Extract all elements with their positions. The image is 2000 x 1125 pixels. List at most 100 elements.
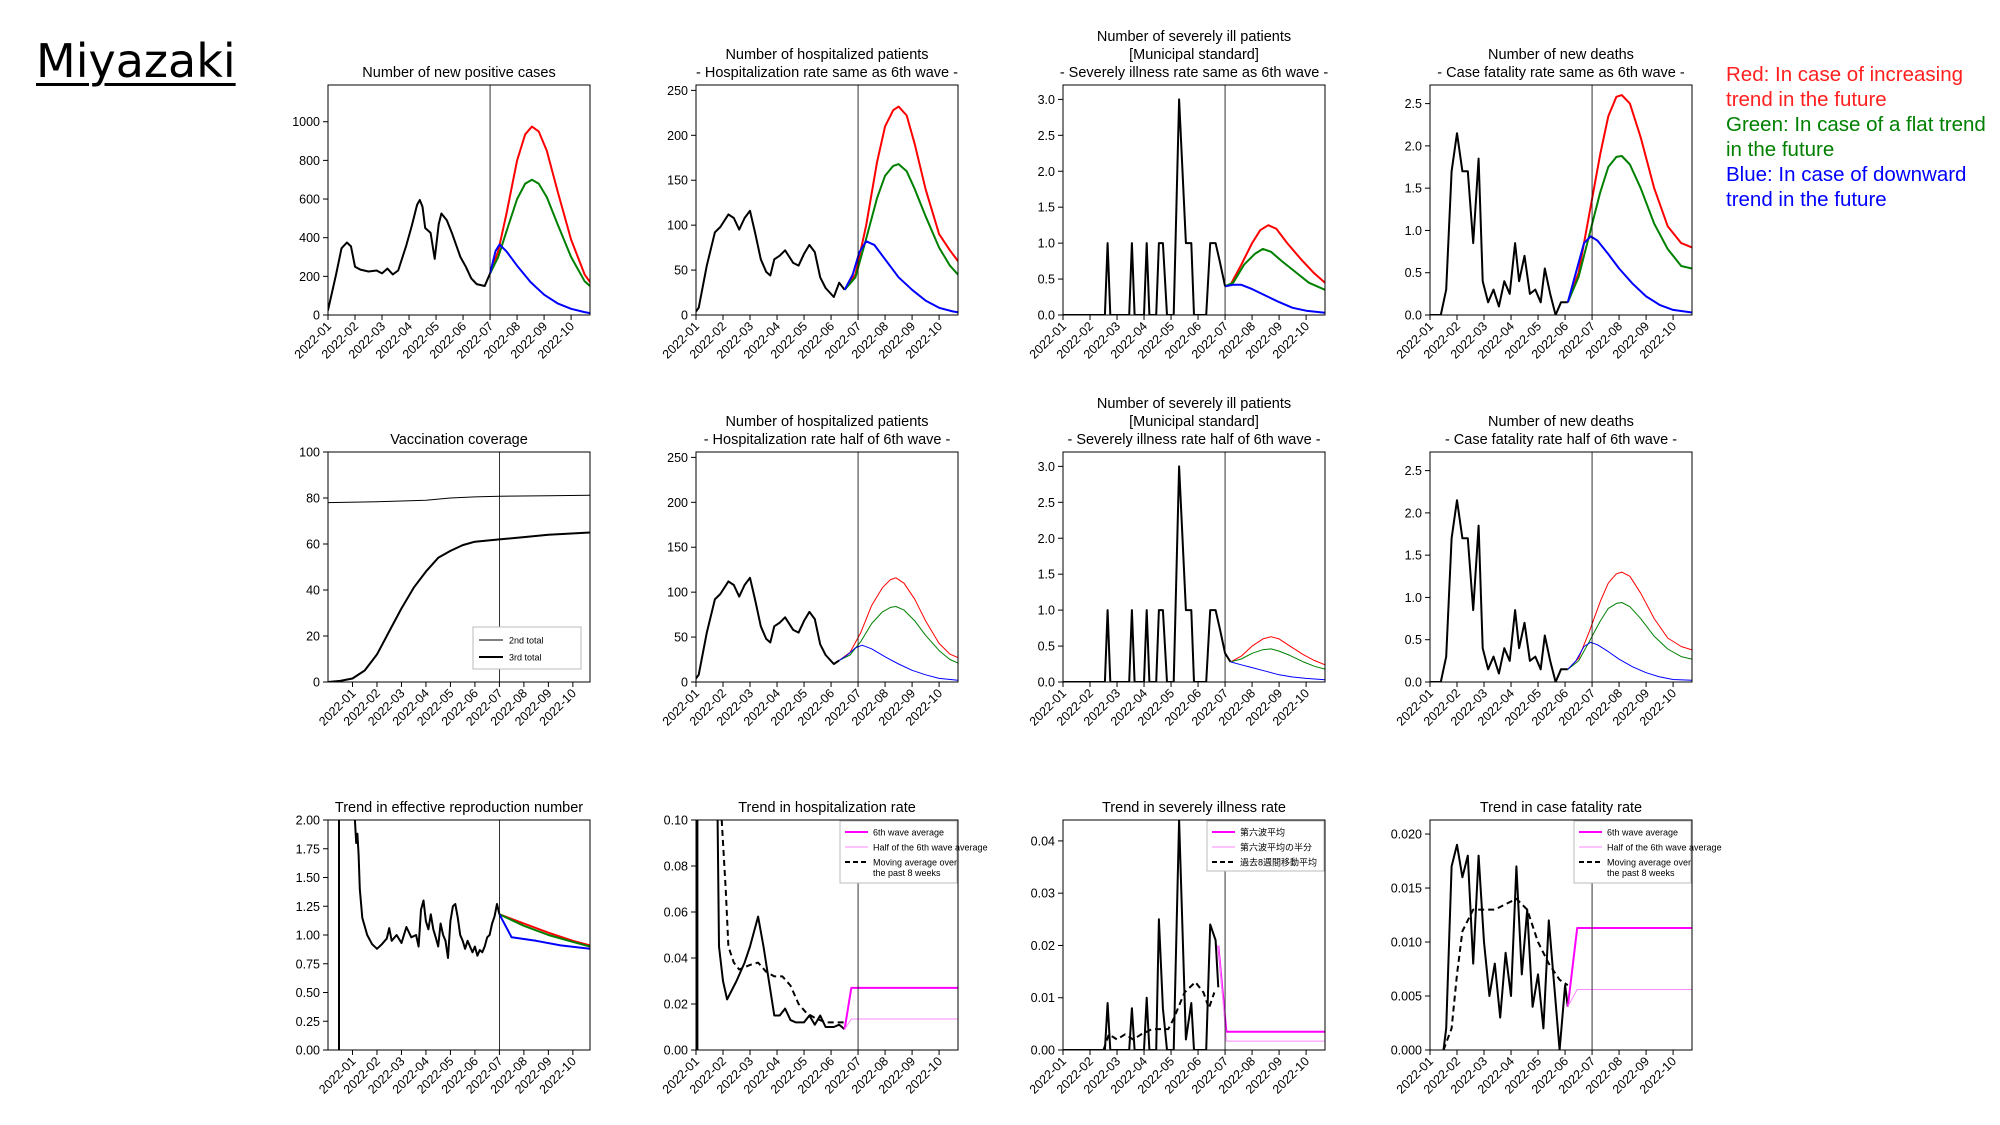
series-line-magenta	[1217, 945, 1325, 1033]
note-increasing: Red: In case of increasing trend in the …	[1726, 63, 1964, 111]
legend-label: Moving average over	[873, 858, 957, 868]
y-tick-label: 0.0	[1405, 309, 1422, 323]
y-tick-label: 1.0	[1405, 591, 1422, 605]
series-line-up	[1566, 94, 1692, 303]
y-tick-label: 0.03	[1031, 887, 1055, 901]
legend-label: 過去8週間移動平均	[1240, 857, 1317, 868]
series-line-flat	[1224, 247, 1325, 291]
chart-title-line: Number of severely ill patients	[1097, 396, 1291, 412]
y-tick-label: 0.00	[1031, 1044, 1055, 1058]
y-tick-label: 0.02	[664, 998, 688, 1012]
y-tick-label: 2.0	[1038, 165, 1055, 179]
y-tick-label: 0.020	[1391, 828, 1422, 842]
series-line-actual	[716, 820, 846, 1031]
plot-frame	[1429, 819, 1693, 1051]
series-line-up	[499, 913, 590, 947]
y-tick-label: 1.5	[1038, 201, 1055, 215]
plot-frame	[695, 819, 959, 1051]
y-tick-label: 0.10	[664, 814, 688, 828]
y-tick-label: 800	[299, 154, 320, 168]
series-line-actual	[353, 820, 501, 959]
y-tick-label: 1.75	[296, 842, 320, 856]
series-line-flat	[843, 163, 958, 291]
chart-title-line: - Case fatality rate same as 6th wave -	[1437, 65, 1685, 81]
series-line-down	[489, 243, 590, 315]
series-line-up	[1224, 224, 1325, 288]
chart-severe-same: Number of severely ill patients [Municipa…	[1027, 29, 1329, 362]
y-tick-label: 100	[299, 446, 320, 460]
series-group	[1430, 499, 1692, 682]
y-tick-label: 100	[667, 586, 688, 600]
y-tick-label: 0.000	[1391, 1044, 1422, 1058]
series-line-up	[1230, 636, 1325, 666]
y-tick-label: 0.5	[1038, 640, 1055, 654]
series-line-down	[1567, 641, 1692, 681]
y-tick-label: 0	[681, 309, 688, 323]
series-line-flat	[1566, 155, 1692, 303]
series-line-actual	[696, 209, 846, 314]
series-line-actual	[720, 820, 845, 1024]
y-tick-label: 2.5	[1038, 129, 1055, 143]
series-line-actual	[1063, 820, 1220, 1050]
series-line-flat	[489, 178, 590, 287]
y-tick-label: 50	[674, 631, 688, 645]
y-tick-label: 0	[313, 676, 320, 690]
y-tick-label: 0.04	[1031, 834, 1055, 848]
plot-frame	[327, 84, 591, 316]
page-title: Miyazaki	[36, 34, 236, 88]
chart-title-line: Number of new positive cases	[362, 65, 555, 81]
y-tick-label: 0.50	[296, 986, 320, 1000]
y-tick-label: 0	[681, 676, 688, 690]
series-line-actual	[1063, 98, 1227, 315]
series-line-actual	[328, 494, 590, 504]
series-line-actual	[1430, 499, 1568, 682]
plot-frame	[695, 84, 959, 316]
chart-title-line: Number of hospitalized patients	[725, 414, 928, 430]
chart-deaths-half: Number of new deaths - Case fatality rate…	[1394, 414, 1693, 729]
y-tick-label: 0.08	[664, 860, 688, 874]
chart-title-line: - Hospitalization rate same as 6th wave …	[696, 65, 958, 81]
y-tick-label: 2.5	[1405, 464, 1422, 478]
y-tick-label: 150	[667, 174, 688, 188]
y-tick-label: 0.00	[296, 1044, 320, 1058]
y-tick-label: 0.02	[1031, 939, 1055, 953]
y-tick-label: 0.25	[296, 1015, 320, 1029]
plot-frame	[695, 451, 959, 683]
series-group	[1063, 820, 1325, 1050]
series-line-flat	[1230, 648, 1325, 670]
chart-title-line: [Municipal standard]	[1129, 47, 1259, 63]
chart-deaths-same: Number of new deaths - Case fatality rate…	[1394, 47, 1693, 362]
y-tick-label: 600	[299, 193, 320, 207]
series-line-magenta	[1566, 927, 1692, 1007]
note-flat: Green: In case of a flat trend in the fu…	[1726, 113, 1986, 161]
chart-title-line: - Case fatality rate half of 6th wave -	[1445, 432, 1677, 448]
chart-title-line: Trend in severely illness rate	[1102, 800, 1286, 816]
series-line-actual	[328, 199, 492, 312]
y-tick-label: 2.00	[296, 814, 320, 828]
series-line-light_magenta	[1567, 989, 1692, 1008]
y-tick-label: 150	[667, 541, 688, 555]
y-tick-label: 250	[667, 84, 688, 98]
legend-label: Half of the 6th wave average	[1607, 843, 1722, 853]
legend-label: 3rd total	[509, 653, 542, 663]
y-tick-label: 200	[667, 129, 688, 143]
series-line-up	[838, 577, 958, 661]
legend-label: 2nd total	[509, 636, 544, 646]
y-tick-label: 3.0	[1038, 460, 1055, 474]
y-tick-label: 1.5	[1405, 549, 1422, 563]
series-line-light_magenta	[1217, 945, 1325, 1042]
legend-label: 第六波平均	[1240, 827, 1285, 838]
series-line-actual	[328, 531, 590, 682]
series-group	[1442, 843, 1692, 1050]
plot-frame	[1062, 84, 1326, 316]
y-tick-label: 0.010	[1391, 936, 1422, 950]
plot-frame	[1062, 451, 1326, 683]
chart-hospitalized-half: Number of hospitalized patients - Hospita…	[660, 414, 959, 729]
series-line-flat	[1567, 602, 1692, 670]
chart-title-line: Trend in case fatality rate	[1480, 800, 1642, 816]
y-tick-label: 200	[667, 496, 688, 510]
y-tick-label: 2.0	[1405, 139, 1422, 153]
chart-title-line: - Severely illness rate half of 6th wave…	[1067, 432, 1320, 448]
legend-label-cont: the past 8 weeks	[1607, 868, 1675, 878]
